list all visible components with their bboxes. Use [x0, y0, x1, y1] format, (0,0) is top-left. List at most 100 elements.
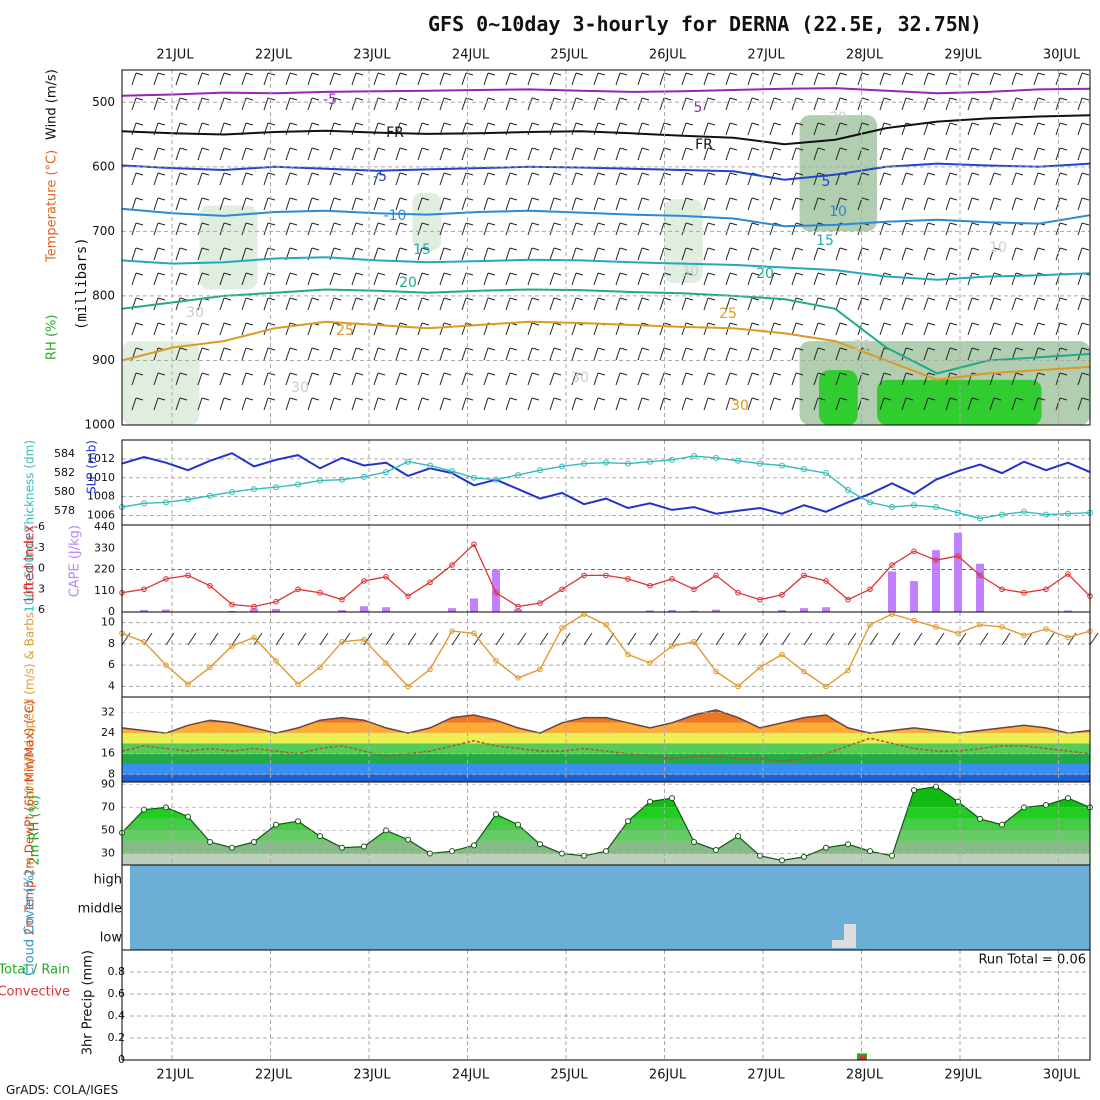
wind-barb-flag: [905, 322, 914, 326]
wind-barb: [791, 197, 804, 211]
wind-barb: [945, 322, 958, 336]
wind-barb: [285, 372, 298, 386]
wind-barb-staff: [989, 397, 995, 411]
wind-barb: [197, 197, 210, 211]
cape-bar: [250, 608, 258, 612]
surface-wind-barb: [451, 632, 461, 646]
wind-barb-staff: [593, 97, 599, 111]
wind-barb-flag: [487, 72, 496, 76]
wind-barb: [241, 322, 254, 336]
wind-barb-staff: [879, 297, 885, 311]
wind-barb: [769, 122, 782, 136]
wind-barb-flag: [971, 97, 980, 101]
wind-barb-flag: [1015, 322, 1024, 326]
rh-point: [185, 813, 191, 820]
wind-barb-staff: [131, 122, 137, 136]
wind-barb: [285, 222, 298, 236]
wind-barb: [241, 97, 254, 111]
wind-barb-flag: [685, 397, 694, 401]
wind-barb: [945, 247, 958, 261]
wind-barb-flag: [333, 322, 342, 326]
wind-barb: [615, 222, 628, 236]
wind-barb-staff: [461, 297, 467, 311]
wind-barb: [989, 247, 1002, 261]
wind-barb: [461, 172, 474, 186]
wind-barb-flag: [531, 122, 540, 126]
wind-barb-staff: [989, 122, 995, 136]
wind-barb: [637, 197, 650, 211]
wind-barb-staff: [967, 97, 973, 111]
wind-barb-staff: [219, 272, 225, 286]
pressure-tick: 600: [92, 159, 115, 173]
wind-barb: [263, 397, 276, 411]
wind-barb: [483, 247, 496, 261]
wind-barb-flag: [1015, 247, 1024, 251]
wind-barb: [967, 272, 980, 286]
wind-barb-staff: [483, 197, 489, 211]
wind-barb-staff: [813, 122, 819, 136]
wind-barb: [923, 172, 936, 186]
wind-barb-staff: [703, 97, 709, 111]
wind-barb-staff: [659, 197, 665, 211]
wind-barb-staff: [461, 322, 467, 336]
wind-barb-staff: [879, 97, 885, 111]
wind-barb-flag: [883, 297, 892, 301]
wind-barb: [329, 122, 342, 136]
wind-barb-flag: [201, 397, 210, 401]
wind-barb: [901, 397, 914, 411]
wind-barb-flag: [487, 147, 496, 151]
wind-barb-flag: [773, 272, 782, 276]
wind-barb-staff: [527, 72, 533, 86]
slp-tick: 1008: [87, 490, 115, 503]
wind-barb: [659, 347, 672, 361]
wind-barb-flag: [597, 397, 606, 401]
wind-barb-flag: [1037, 197, 1046, 201]
wind-barb-flag: [795, 222, 804, 226]
lifted-index-point: [559, 586, 565, 593]
wind-barb: [461, 222, 474, 236]
wind-barb-flag: [399, 297, 408, 301]
wind-barb: [967, 397, 980, 411]
wind-barb-staff: [769, 297, 775, 311]
wind-barb-staff: [791, 372, 797, 386]
wind-barb: [395, 97, 408, 111]
wind-barb-flag: [905, 297, 914, 301]
wind-barb-flag: [729, 297, 738, 301]
wind-barb-staff: [175, 72, 181, 86]
wind-barb-flag: [905, 222, 914, 226]
wind-barb: [835, 347, 848, 361]
wind-barb-staff: [1077, 397, 1083, 411]
wind-barb-flag: [245, 297, 254, 301]
wind-barb: [263, 197, 276, 211]
wind-barb: [307, 397, 320, 411]
wind-barb: [945, 297, 958, 311]
wind-barb: [549, 147, 562, 161]
wind-barb-staff: [923, 397, 929, 411]
wind-barb: [989, 172, 1002, 186]
wind-barb-staff: [923, 322, 929, 336]
wind-barb-flag: [597, 222, 606, 226]
wind-barb-staff: [835, 322, 841, 336]
wind-barb: [857, 72, 870, 86]
wind-barb-staff: [439, 172, 445, 186]
wind-barb-staff: [439, 372, 445, 386]
wind-barb-staff: [945, 122, 951, 136]
wind-barb: [263, 297, 276, 311]
wind-barb-staff: [571, 322, 577, 336]
wind-barb: [593, 72, 606, 86]
wind-barb-flag: [597, 122, 606, 126]
wind-barb-flag: [773, 97, 782, 101]
wind-barb-staff: [967, 322, 973, 336]
wind-barb-staff: [769, 197, 775, 211]
wind-barb: [131, 172, 144, 186]
wind-barb-flag: [1037, 322, 1046, 326]
wind-barb-staff: [593, 197, 599, 211]
wind-barb-staff: [945, 297, 951, 311]
wind-barb-staff: [395, 272, 401, 286]
wind-barb: [1077, 272, 1090, 286]
wind-tick: 10: [101, 616, 115, 629]
wind-barb-flag: [663, 247, 672, 251]
wind-barb-staff: [1077, 372, 1083, 386]
wind-barb-staff: [461, 372, 467, 386]
cape-bar: [910, 581, 918, 612]
